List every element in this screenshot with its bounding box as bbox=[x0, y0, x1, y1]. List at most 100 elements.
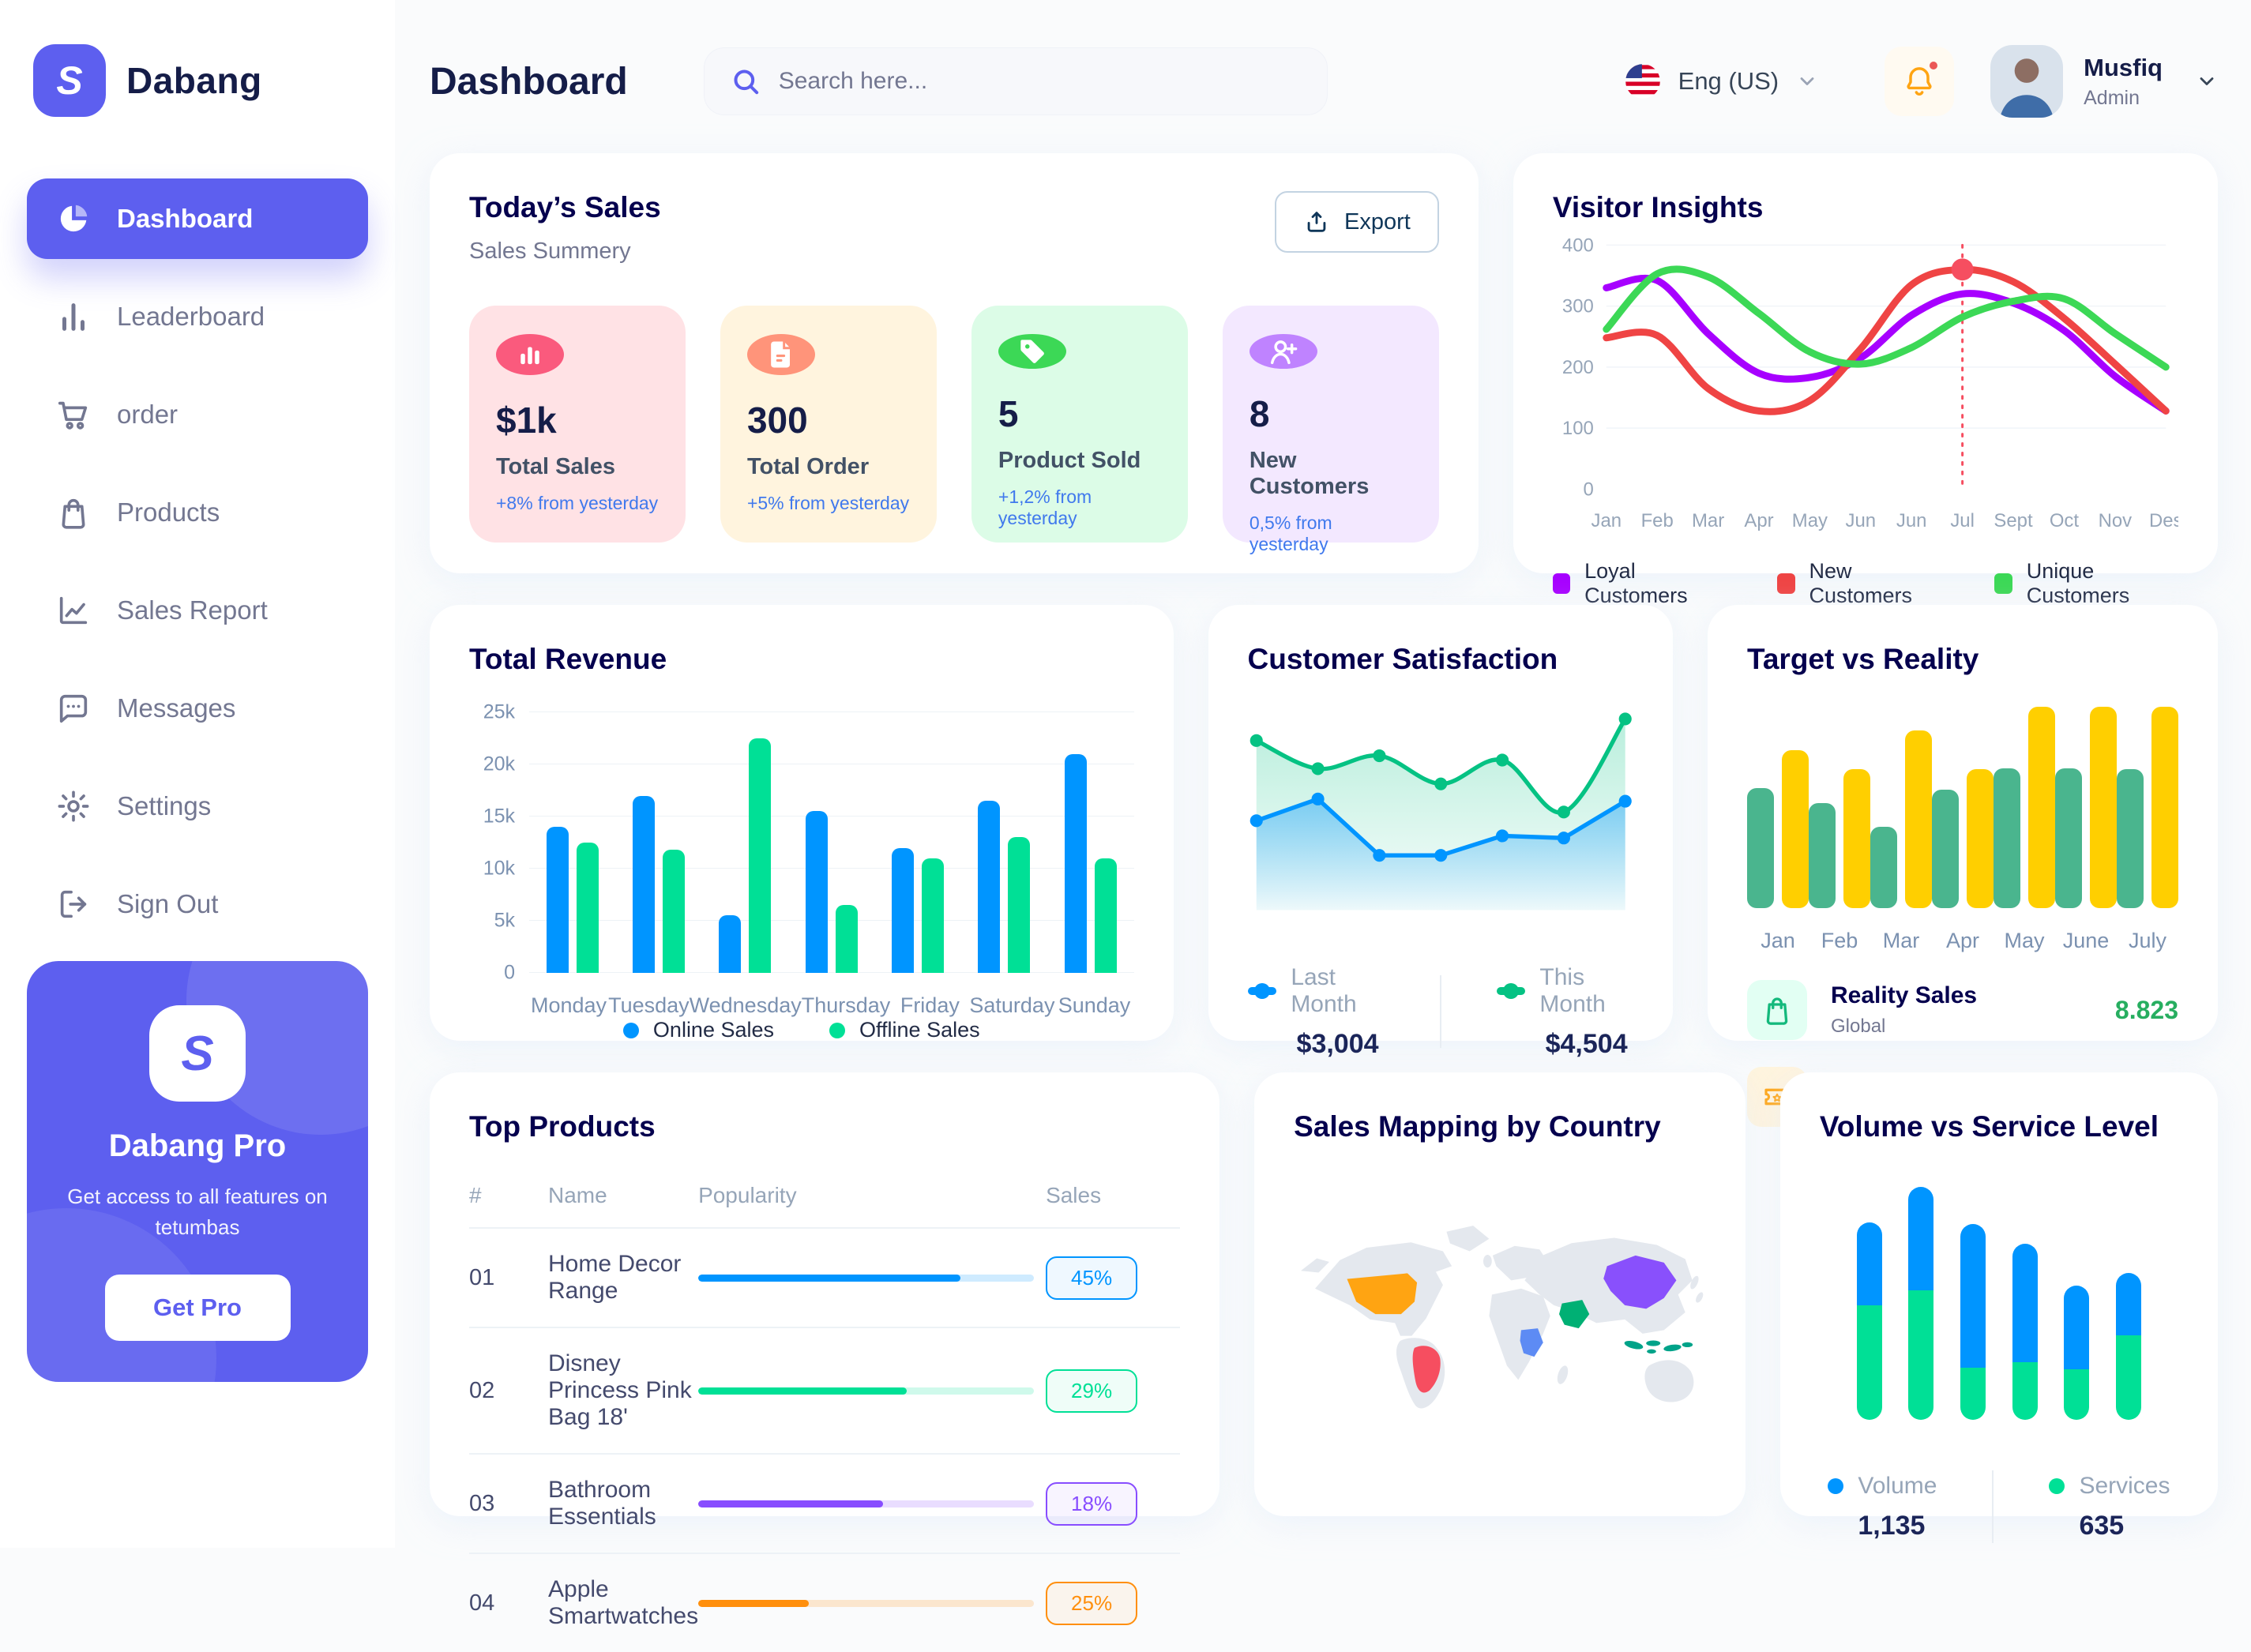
popularity-bar bbox=[698, 1599, 1035, 1607]
search-bar bbox=[703, 47, 1328, 115]
target-sales-bar bbox=[2151, 706, 2178, 908]
card-delta: +5% from yesterday bbox=[746, 493, 910, 513]
services-segment bbox=[2012, 1362, 2038, 1420]
sidebar-item-label: Dashboard bbox=[117, 204, 254, 233]
visitor-insights-chart: 0 100 200 300 400 Jan Feb Mar Apr May Jun Jun Jul Sep… bbox=[1553, 224, 2183, 559]
card-label: Total Order bbox=[746, 454, 870, 479]
bar-group bbox=[702, 712, 788, 973]
total-revenue-title: Total Revenue bbox=[469, 643, 667, 675]
x-axis-labels: Monday Tuesday Wednesday Thursday Friday Satu… bbox=[531, 993, 1131, 1017]
bars bbox=[529, 712, 1134, 973]
card-value: 8 bbox=[1249, 393, 1270, 434]
legend-label: Last Month bbox=[1291, 963, 1357, 1017]
shopping-bag-icon bbox=[1747, 980, 1807, 1040]
card-delta: +1,2% from yesterday bbox=[998, 486, 1092, 528]
services-segment bbox=[2116, 1335, 2142, 1420]
bar-group bbox=[2055, 696, 2117, 908]
sales-badge: 45% bbox=[1046, 1256, 1138, 1300]
svg-text:Oct: Oct bbox=[2050, 510, 2080, 531]
promo-card: S Dabang Pro Get access to all features … bbox=[27, 961, 368, 1382]
services-segment bbox=[1908, 1290, 1934, 1420]
app-root: S Dabang Dashboard Leaderboard order Produc… bbox=[0, 0, 2251, 1548]
map-country-indonesia bbox=[1624, 1340, 1693, 1354]
sales-badge: 29% bbox=[1046, 1369, 1138, 1413]
get-pro-button[interactable]: Get Pro bbox=[104, 1275, 291, 1341]
user-menu[interactable]: Musfiq Admin bbox=[1990, 45, 2218, 118]
popularity-fill bbox=[698, 1387, 907, 1395]
map-country-brazil bbox=[1412, 1346, 1441, 1393]
offline-sales-bar bbox=[1094, 858, 1117, 973]
svg-text:Des: Des bbox=[2149, 510, 2178, 531]
sidebar-item-messages[interactable]: Messages bbox=[27, 668, 368, 749]
legend-value: 1,135 bbox=[1858, 1510, 1926, 1541]
line-chart-icon bbox=[59, 596, 88, 625]
notifications-button[interactable] bbox=[1885, 47, 1955, 116]
sidebar-item-leaderboard[interactable]: Leaderboard bbox=[27, 276, 368, 357]
card-value: $1k bbox=[496, 400, 557, 441]
export-button[interactable]: Export bbox=[1274, 191, 1439, 253]
sales-summary-card: 300 Total Order +5% from yesterday bbox=[720, 306, 937, 543]
stacked-bar bbox=[2012, 1244, 2038, 1420]
y-axis: 0 5k 10k 15k 20k 25k bbox=[483, 700, 515, 984]
customer-satisfaction-title: Customer Satisfaction bbox=[1247, 643, 1558, 675]
table-row: 03 Bathroom Essentials 18% bbox=[469, 1455, 1181, 1554]
table-header-row: # Name Popularity Sales bbox=[469, 1175, 1181, 1229]
language-selector[interactable]: Eng (US) bbox=[1625, 63, 1818, 99]
popularity-bar bbox=[698, 1274, 1035, 1282]
sidebar-item-sales-report[interactable]: Sales Report bbox=[27, 570, 368, 651]
sidebar-item-dashboard[interactable]: Dashboard bbox=[27, 178, 368, 259]
order-file-icon bbox=[771, 341, 790, 368]
product-rank: 02 bbox=[469, 1377, 495, 1403]
col-rank: # bbox=[469, 1183, 482, 1207]
reality-sales-bar bbox=[1932, 790, 1959, 908]
legend-swatch bbox=[1552, 573, 1571, 594]
todays-sales-title: Today’s Sales bbox=[469, 191, 661, 223]
svg-text:0: 0 bbox=[1583, 479, 1593, 500]
col-name: Name bbox=[548, 1183, 607, 1207]
card-delta: 0,5% from yesterday bbox=[1249, 512, 1332, 554]
table-row: 04 Apple Smartwatches 25% bbox=[469, 1554, 1180, 1652]
offline-sales-bar bbox=[835, 905, 858, 973]
gridline bbox=[529, 920, 1134, 921]
bar-group bbox=[529, 712, 615, 973]
legend-label: Unique Customers bbox=[2026, 558, 2130, 607]
sidebar-item-label: Products bbox=[117, 497, 220, 527]
legend-stat: Last Month $3,004 bbox=[1247, 963, 1385, 1060]
sidebar-item-products[interactable]: Products bbox=[27, 472, 368, 553]
target-sales-bar bbox=[1905, 730, 1932, 908]
tag-icon bbox=[998, 334, 1066, 369]
legend-value: $3,004 bbox=[1296, 1028, 1379, 1059]
legend-label: Offline Sales bbox=[859, 1018, 980, 1042]
bar-group bbox=[874, 712, 960, 973]
volume-vs-service-card: Volume vs Service Level Volume 1,135 Servi… bbox=[1779, 1072, 2218, 1543]
sidebar-item-order[interactable]: order bbox=[27, 374, 368, 455]
legend-value: 635 bbox=[2079, 1510, 2125, 1541]
legend-divider bbox=[1439, 975, 1441, 1049]
legend-item: New Customers bbox=[1777, 559, 1939, 608]
volume-segment bbox=[2012, 1244, 2038, 1363]
volume-vs-service-title: Volume vs Service Level bbox=[1819, 1110, 2159, 1143]
legend-value: 8.823 bbox=[2114, 995, 2178, 1024]
target-sales-bar bbox=[1967, 769, 1994, 908]
legend-label: Services bbox=[2079, 1472, 2170, 1499]
legend-label: Reality Sales bbox=[1831, 982, 1978, 1008]
target-sales-bar bbox=[1782, 750, 1809, 908]
export-icon bbox=[1307, 212, 1326, 232]
product-name: Disney Princess Pink Bag 18' bbox=[548, 1350, 692, 1430]
reality-sales-bar bbox=[2117, 769, 2144, 908]
topbar: Dashboard Eng (US) bbox=[430, 22, 2218, 141]
sidebar-item-settings[interactable]: Settings bbox=[27, 766, 368, 847]
map-country-dr-congo bbox=[1520, 1328, 1543, 1357]
dabang-pro-logo-icon: S bbox=[149, 1005, 246, 1102]
sales-summary-card: 8 New Customers 0,5% from yesterday bbox=[1222, 306, 1439, 554]
user-plus-icon bbox=[1270, 340, 1298, 365]
volume-segment bbox=[1856, 1222, 1882, 1305]
sidebar-item-sign-out[interactable]: Sign Out bbox=[27, 864, 368, 944]
legend-item: Offline Sales bbox=[829, 1018, 980, 1042]
offline-sales-bar bbox=[576, 843, 599, 973]
sales-summary-card: 5 Product Sold +1,2% from yesterday bbox=[971, 306, 1188, 543]
svg-text:Sept: Sept bbox=[1994, 510, 2033, 531]
search-icon bbox=[734, 69, 758, 95]
legend-swatch bbox=[1828, 1477, 1844, 1494]
search-input[interactable] bbox=[778, 68, 1302, 95]
